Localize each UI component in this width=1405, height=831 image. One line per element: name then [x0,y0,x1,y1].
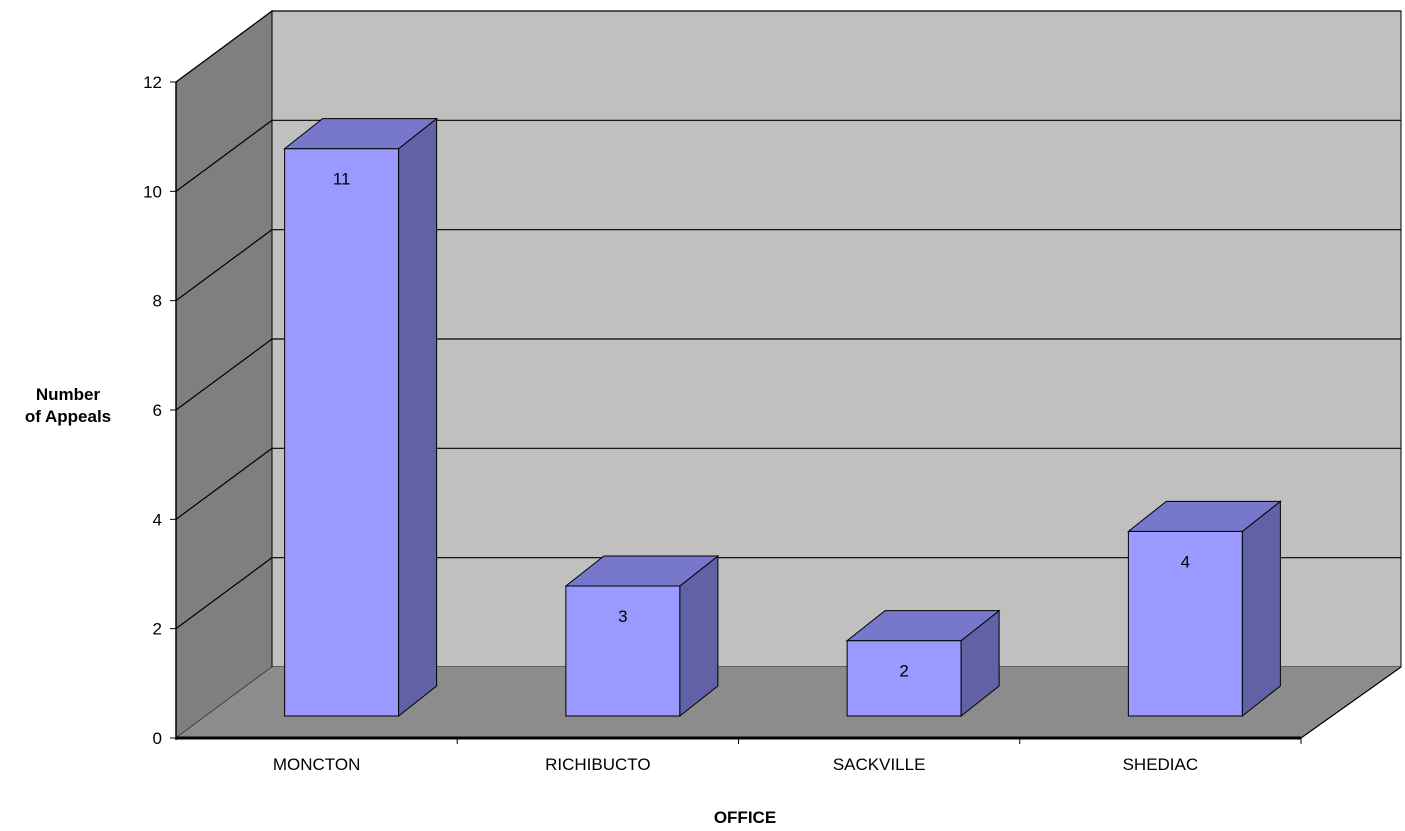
gridline-side [175,119,273,192]
y-tick-label: 10 [143,182,162,201]
gridline-side [175,10,273,83]
bar-side [398,117,438,718]
x-tick-label: RICHIBUCTO [545,755,650,774]
bar-front [1127,530,1243,717]
floor-edge [1300,666,1402,739]
bar-front [846,640,962,717]
bar-front [565,585,681,717]
gridline-side [175,229,273,302]
y-axis-title-line: of Appeals [25,407,111,426]
y-tick-label: 2 [153,620,162,639]
bar-front [284,148,400,717]
bars: 11 3 2 4 [283,117,1282,718]
bar-top [564,555,720,587]
data-label: 3 [618,607,627,626]
data-label: 2 [899,662,908,681]
gridline-side [175,447,273,520]
x-axis-title: OFFICE [714,808,776,827]
y-axis-title: Number of Appeals [25,385,111,426]
data-label: 11 [333,170,351,189]
bar-top [283,118,439,150]
floor [176,667,1401,738]
y-tick-label: 0 [153,729,162,748]
x-tick-label: SACKVILLE [833,755,926,774]
y-tick-label: 8 [153,292,162,311]
x-tick-label: MONCTON [273,755,361,774]
bar-side [1241,500,1281,718]
gridline-side [175,338,273,411]
y-tick-label: 4 [153,510,162,529]
data-label: 4 [1181,552,1190,571]
x-tick-label: SHEDIAC [1123,755,1199,774]
gridline-side [175,557,273,630]
bar-top [1126,500,1282,532]
gridlines [175,10,1401,630]
axes: 0 2 4 6 8 10 12 MONCTON RICHIBUCTO SACKVILLE SHEDI… [143,73,1402,774]
bar-top [845,610,1001,642]
y-tick-label: 12 [143,73,162,92]
y-tick-label: 6 [153,401,162,420]
y-axis-title-line: Number [36,385,101,404]
